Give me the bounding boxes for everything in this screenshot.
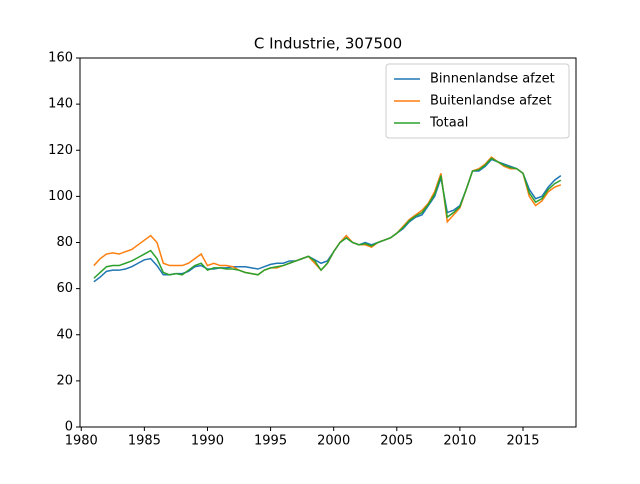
y-tick-label: 160	[48, 51, 73, 66]
x-tick-label: 2000	[317, 434, 350, 449]
x-tick-label: 1980	[65, 434, 98, 449]
y-tick-label: 0	[65, 420, 73, 435]
chart-title: C Industrie, 307500	[254, 35, 402, 53]
legend-label: Buitenlandse afzet	[430, 94, 552, 109]
legend: Binnenlandse afzet Buitenlandse afzet Tota…	[385, 63, 570, 139]
legend-box	[385, 63, 570, 139]
y-tick-label: 140	[48, 97, 73, 112]
x-tick-label: 2005	[380, 434, 413, 449]
axes-frame	[79, 57, 577, 428]
x-tick-label: 1985	[128, 434, 161, 449]
y-tick-label: 60	[56, 281, 73, 296]
x-tick-label: 1995	[254, 434, 287, 449]
x-tick-label: 2015	[506, 434, 539, 449]
y-tick-label: 20	[56, 373, 73, 388]
y-tick-label: 120	[48, 143, 73, 158]
legend-label: Binnenlandse afzet	[430, 72, 555, 87]
legend-label: Totaal	[429, 116, 468, 131]
x-tick-label: 1990	[191, 434, 224, 449]
x-tick-label: 2010	[443, 434, 476, 449]
series-line	[93, 157, 562, 279]
y-tick-label: 40	[56, 327, 73, 342]
y-tick-label: 80	[56, 235, 73, 250]
y-tick-label: 100	[48, 189, 73, 204]
